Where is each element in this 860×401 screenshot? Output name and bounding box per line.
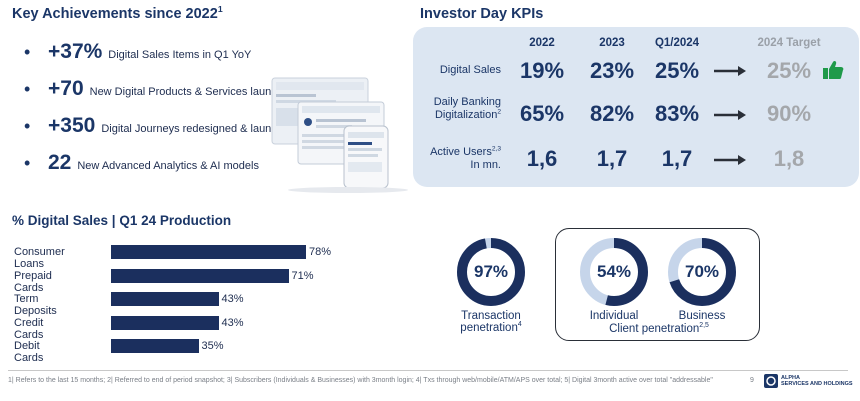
kpi-value: 1,7 <box>596 146 628 171</box>
kpi-value: 1,7 <box>661 146 693 171</box>
bar-value-label: 71% <box>291 269 314 282</box>
page-number: 9 <box>750 377 754 384</box>
donut-value-arc <box>668 238 736 306</box>
achievement-number: +350 <box>48 114 96 137</box>
kpi-header-target: 2024 Target <box>757 37 821 49</box>
kpi-panel <box>413 27 859 187</box>
individual-caption: Individual <box>589 310 639 322</box>
brand-name: ALPHA SERVICES AND HOLDINGS <box>781 375 853 387</box>
kpi-row-label: Digital Sales <box>439 64 501 76</box>
business-penetration-donut <box>668 238 736 306</box>
devices-mockup-image <box>271 77 408 193</box>
bar <box>111 292 219 306</box>
kpi-header-2022: 2022 <box>529 37 555 49</box>
alpha-logo-icon <box>764 374 778 388</box>
achievement-text: New Advanced Analytics & AI models <box>77 160 259 172</box>
bar-category-label: Prepaid Cards <box>14 269 52 294</box>
achievement-item: • 22 New Advanced Analytics & AI models <box>24 151 259 174</box>
bar-category-label: Debit Cards <box>14 340 44 364</box>
kpi-value: 25% <box>654 58 700 83</box>
donut-value-arc <box>580 238 648 306</box>
kpi-row-label: Daily Banking Digitalization2 <box>433 96 501 121</box>
kpi-value: 82% <box>589 101 635 126</box>
kpi-value: 23% <box>589 58 635 83</box>
achievements-title: Key Achievements since 20221 <box>12 4 223 22</box>
kpi-value: 19% <box>519 58 565 83</box>
kpi-target-value: 25% <box>766 58 812 83</box>
kpi-title: Investor Day KPIs <box>420 6 544 22</box>
business-penetration-value: 70% <box>684 262 720 281</box>
kpi-value: 83% <box>654 101 700 126</box>
transaction-penetration-caption: Transaction penetration4 <box>460 310 522 334</box>
bar-category-label: Credit Cards <box>14 316 44 341</box>
bar-value-label: 78% <box>309 246 332 258</box>
kpi-target-value: 90% <box>766 101 812 126</box>
donut-value-arc <box>457 238 525 306</box>
footer-divider <box>8 370 848 371</box>
kpi-header-2023: 2023 <box>599 37 625 49</box>
achievement-text: Digital Journeys redesigned & launched <box>101 123 296 135</box>
transaction-penetration-value: 97% <box>473 262 509 281</box>
achievement-number: +37% <box>48 40 103 63</box>
achievement-item: • +70 New Digital Products & Services la… <box>24 77 296 100</box>
achievement-number: +70 <box>48 77 84 100</box>
kpi-target-value: 1,8 <box>773 146 805 171</box>
transaction-penetration-donut <box>457 238 525 306</box>
bar-value-label: 35% <box>201 340 224 352</box>
achievement-item: • +350 Digital Journeys redesigned & lau… <box>24 114 296 137</box>
client-penetration-caption: Client penetration2,5 <box>609 322 709 335</box>
bar <box>111 268 289 283</box>
bar-value-label: 43% <box>221 316 244 329</box>
business-caption: Business <box>678 310 726 322</box>
kpi-header-q1-2024: Q1/2024 <box>654 37 700 49</box>
kpi-value: 1,6 <box>526 146 558 171</box>
bar <box>111 245 306 259</box>
digital-sales-chart-title: % Digital Sales | Q1 24 Production <box>12 213 232 228</box>
achievement-number: 22 <box>48 151 72 174</box>
thumbs-up-icon <box>823 60 844 79</box>
individual-penetration-value: 54% <box>596 262 632 281</box>
arrow-right-icon <box>714 155 746 165</box>
achievement-item: • +37% Digital Sales Items in Q1 YoY <box>24 40 252 63</box>
bar-category-label: Consumer Loans <box>14 246 65 270</box>
bar <box>111 339 199 353</box>
kpi-row-label: Active Users2,3 In mn. <box>430 145 501 171</box>
achievement-text: Digital Sales Items in Q1 YoY <box>108 49 252 61</box>
bar-category-label: Term Deposits <box>14 293 57 317</box>
client-penetration-box <box>555 228 760 341</box>
bar-value-label: 43% <box>221 293 244 305</box>
individual-penetration-donut <box>580 238 648 306</box>
arrow-right-icon <box>714 110 746 120</box>
kpi-value: 65% <box>519 101 565 126</box>
achievements-list: • +37% Digital Sales Items in Q1 YoY • +… <box>24 40 295 188</box>
arrow-right-icon <box>714 66 746 76</box>
footnotes: 1| Refers to the last 15 months; 2| Refe… <box>8 377 713 384</box>
bar <box>111 315 219 330</box>
achievement-text: New Digital Products & Services launched <box>89 86 296 98</box>
